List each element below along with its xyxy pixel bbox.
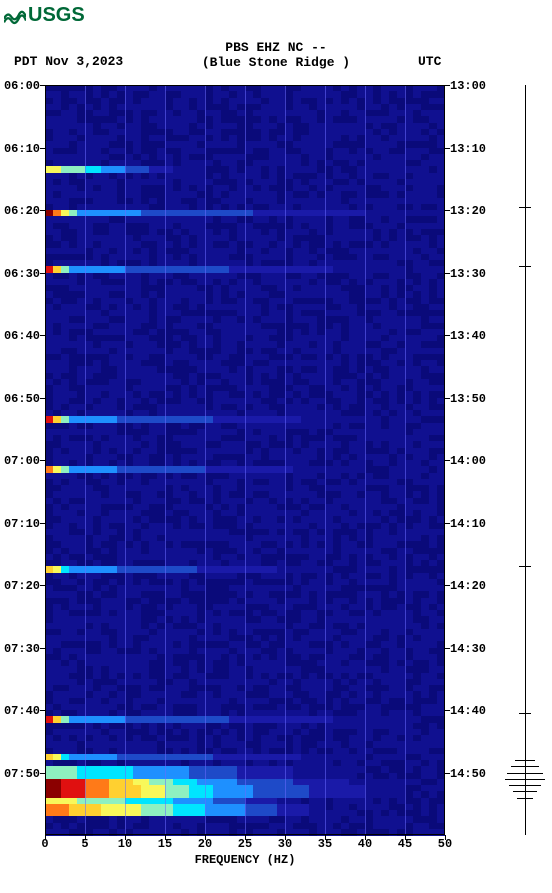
y-tick-mark (445, 710, 450, 711)
y-tick-right: 14:40 (450, 704, 486, 718)
trace-wiggle (505, 779, 545, 780)
x-tick-label: 45 (398, 837, 412, 851)
y-tick-mark (40, 335, 45, 336)
trace-axis-line (525, 85, 526, 835)
usgs-logo-wave-icon (4, 7, 26, 25)
y-tick-left: 07:10 (4, 517, 40, 531)
trace-wiggle (521, 713, 529, 714)
y-tick-mark (445, 585, 450, 586)
y-tick-mark (445, 273, 450, 274)
y-tick-left: 07:50 (4, 767, 40, 781)
plot-border (45, 85, 445, 835)
y-tick-mark (445, 523, 450, 524)
y-tick-left: 06:00 (4, 79, 40, 93)
y-tick-left: 06:40 (4, 329, 40, 343)
trace-wiggle (513, 791, 537, 792)
y-tick-mark (40, 210, 45, 211)
y-tick-left: 06:20 (4, 204, 40, 218)
seismic-trace-column (505, 85, 545, 835)
y-tick-left: 07:30 (4, 642, 40, 656)
y-tick-mark (40, 398, 45, 399)
y-tick-right: 14:20 (450, 579, 486, 593)
spectrogram-plot: 06:0013:0006:1013:1006:2013:2006:3013:30… (45, 85, 445, 835)
y-tick-mark (445, 335, 450, 336)
y-tick-right: 14:30 (450, 642, 486, 656)
x-tick-label: 5 (81, 837, 88, 851)
trace-wiggle (519, 207, 531, 208)
x-tick-label: 15 (158, 837, 172, 851)
y-tick-mark (40, 710, 45, 711)
y-tick-mark (40, 523, 45, 524)
usgs-logo-text: USGS (28, 4, 85, 27)
y-tick-right: 14:50 (450, 767, 486, 781)
x-tick-label: 20 (198, 837, 212, 851)
y-tick-right: 13:10 (450, 142, 486, 156)
y-tick-right: 13:40 (450, 329, 486, 343)
y-tick-mark (445, 773, 450, 774)
x-tick-label: 50 (438, 837, 452, 851)
y-tick-mark (445, 85, 450, 86)
chart-title-line1: PBS EHZ NC -- (0, 40, 552, 55)
y-tick-left: 06:30 (4, 267, 40, 281)
x-tick-label: 35 (318, 837, 332, 851)
y-tick-mark (40, 460, 45, 461)
y-tick-right: 13:50 (450, 392, 486, 406)
y-tick-right: 13:30 (450, 267, 486, 281)
y-tick-left: 07:20 (4, 579, 40, 593)
y-tick-mark (40, 273, 45, 274)
y-tick-right: 14:10 (450, 517, 486, 531)
trace-wiggle (521, 266, 529, 267)
y-tick-mark (445, 648, 450, 649)
trace-wiggle (517, 798, 533, 799)
y-tick-mark (40, 773, 45, 774)
y-tick-right: 14:00 (450, 454, 486, 468)
trace-wiggle (515, 760, 535, 761)
y-tick-mark (445, 210, 450, 211)
x-tick-label: 10 (118, 837, 132, 851)
y-tick-mark (445, 148, 450, 149)
y-tick-left: 07:00 (4, 454, 40, 468)
y-tick-mark (40, 648, 45, 649)
x-tick-label: 0 (41, 837, 48, 851)
y-tick-mark (445, 398, 450, 399)
y-tick-left: 06:10 (4, 142, 40, 156)
y-tick-right: 13:00 (450, 79, 486, 93)
x-axis-label: FREQUENCY (HZ) (45, 853, 445, 867)
x-tick-label: 25 (238, 837, 252, 851)
y-tick-mark (445, 460, 450, 461)
x-tick-label: 30 (278, 837, 292, 851)
trace-wiggle (511, 766, 539, 767)
y-tick-left: 07:40 (4, 704, 40, 718)
y-tick-left: 06:50 (4, 392, 40, 406)
y-tick-right: 13:20 (450, 204, 486, 218)
y-tick-mark (40, 85, 45, 86)
left-timezone-label: PDT Nov 3,2023 (14, 54, 123, 69)
y-tick-mark (40, 148, 45, 149)
trace-wiggle (522, 566, 528, 567)
y-tick-mark (40, 585, 45, 586)
usgs-logo: USGS (4, 4, 85, 27)
right-timezone-label: UTC (418, 54, 441, 69)
trace-wiggle (507, 773, 543, 774)
trace-wiggle (509, 785, 541, 786)
x-tick-label: 40 (358, 837, 372, 851)
